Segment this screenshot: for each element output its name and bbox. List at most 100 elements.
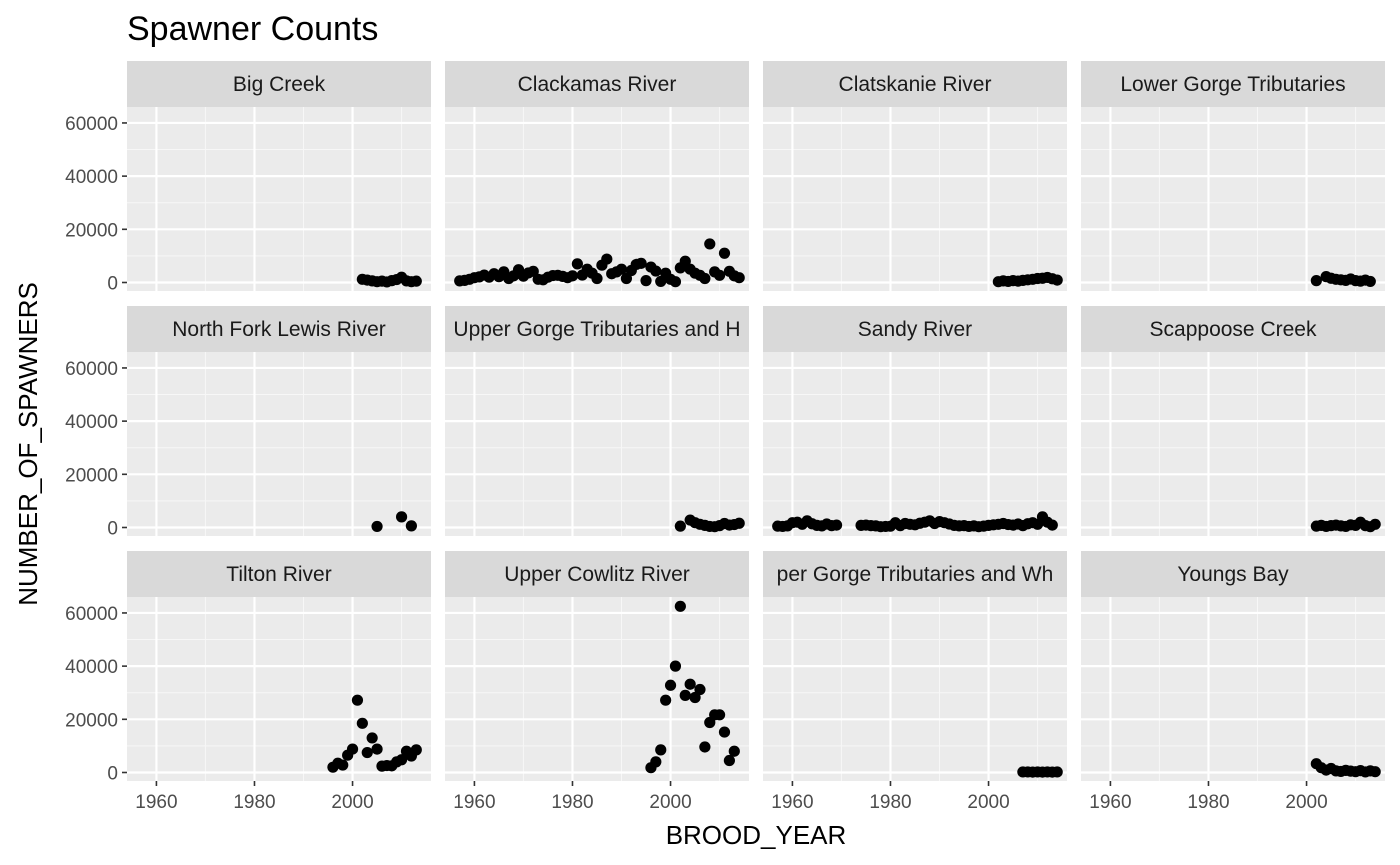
data-point bbox=[1369, 766, 1381, 778]
panel-background bbox=[1081, 107, 1385, 291]
facet-strip bbox=[445, 551, 749, 597]
x-tick-label: 2000 bbox=[967, 792, 1009, 813]
data-point bbox=[718, 726, 731, 738]
data-point bbox=[733, 272, 745, 284]
data-point bbox=[410, 275, 422, 287]
facet-strip-label: Lower Gorge Tributaries bbox=[1120, 73, 1345, 96]
data-point bbox=[674, 520, 686, 532]
panel-background bbox=[127, 352, 431, 536]
data-point bbox=[1364, 275, 1376, 288]
y-tick-label: 20000 bbox=[65, 710, 118, 731]
panel-background bbox=[1081, 352, 1385, 536]
facet-strip-label: Scappoose Creek bbox=[1150, 318, 1317, 341]
y-tick-label: 60000 bbox=[65, 604, 118, 625]
y-tick-label: 0 bbox=[107, 273, 118, 294]
data-point bbox=[728, 745, 740, 757]
data-point bbox=[684, 678, 696, 690]
facet-strip bbox=[127, 61, 431, 107]
data-point bbox=[655, 744, 667, 756]
facet-strip-label: Upper Gorge Tributaries and H bbox=[453, 318, 740, 341]
data-point bbox=[723, 754, 735, 767]
y-tick-label: 40000 bbox=[65, 657, 118, 678]
data-point bbox=[591, 272, 603, 285]
facet-strip bbox=[445, 61, 749, 107]
data-point bbox=[830, 519, 843, 531]
panel-background bbox=[445, 352, 749, 536]
data-point bbox=[346, 743, 359, 755]
x-tick-label: 1980 bbox=[233, 792, 275, 813]
facet-strip-label: North Fork Lewis River bbox=[172, 318, 386, 341]
data-point bbox=[733, 517, 745, 529]
facet-strip bbox=[763, 551, 1067, 597]
panel-background bbox=[127, 597, 431, 781]
data-point bbox=[660, 694, 672, 706]
x-tick-label: 2000 bbox=[649, 792, 691, 813]
data-point bbox=[650, 265, 662, 277]
facet-strip bbox=[763, 61, 1067, 107]
panel-background bbox=[445, 107, 749, 291]
facet-panel: Lower Gorge Tributaries bbox=[1081, 61, 1385, 291]
data-point bbox=[699, 272, 711, 285]
data-point bbox=[615, 263, 628, 275]
facet-strip-label: Tilton River bbox=[226, 563, 331, 586]
data-point bbox=[704, 238, 716, 250]
facet-strip-label: Clackamas River bbox=[518, 73, 677, 96]
y-tick-label: 60000 bbox=[65, 114, 118, 135]
data-point bbox=[679, 689, 691, 701]
data-point bbox=[395, 511, 408, 523]
data-point bbox=[601, 253, 613, 265]
panel-background bbox=[763, 352, 1067, 536]
y-tick-label: 60000 bbox=[65, 359, 118, 380]
data-point bbox=[371, 743, 383, 755]
data-point bbox=[395, 754, 408, 766]
data-point bbox=[356, 717, 368, 729]
data-point bbox=[405, 520, 417, 532]
facet-strip-label: Big Creek bbox=[233, 73, 326, 96]
data-point bbox=[1046, 519, 1058, 531]
data-point bbox=[713, 269, 726, 281]
data-point bbox=[669, 276, 682, 288]
panel-background bbox=[127, 107, 431, 291]
data-point bbox=[571, 258, 583, 270]
y-tick-label: 0 bbox=[107, 763, 118, 784]
data-point bbox=[635, 257, 647, 269]
facet-panel: Clackamas River bbox=[445, 61, 749, 291]
chart-title: Spawner Counts bbox=[127, 10, 378, 48]
facet-strip-label: Clatskanie River bbox=[839, 73, 992, 96]
facet-strip bbox=[1081, 551, 1385, 597]
facet-panel: North Fork Lewis River 0 20000 40000 60000 bbox=[65, 306, 431, 539]
x-tick-label: 1960 bbox=[135, 792, 177, 813]
facet-panel: Scappoose Creek bbox=[1081, 306, 1385, 536]
panel-background bbox=[1081, 597, 1385, 781]
y-tick-label: 20000 bbox=[65, 465, 118, 486]
panel-background bbox=[763, 107, 1067, 291]
facet-strip bbox=[127, 306, 431, 352]
data-point bbox=[371, 520, 383, 533]
x-tick-label: 2000 bbox=[331, 792, 373, 813]
facet-panel: Upper Cowlitz River 1960 1980 2000 bbox=[445, 551, 749, 813]
facet-panel: Tilton River 0 20000 40000 60000 1960 1980 2000 bbox=[65, 551, 431, 813]
x-tick-label: 1980 bbox=[869, 792, 911, 813]
data-point bbox=[351, 694, 364, 706]
facet-panel: Youngs Bay 1960 1980 2000 bbox=[1081, 551, 1385, 813]
data-point bbox=[699, 741, 711, 753]
y-tick-label: 0 bbox=[107, 518, 118, 539]
x-tick-label: 1960 bbox=[771, 792, 813, 813]
facet-strip bbox=[1081, 306, 1385, 352]
facet-strip-label: Upper Cowlitz River bbox=[504, 563, 690, 586]
data-point bbox=[694, 683, 706, 696]
y-tick-label: 40000 bbox=[65, 412, 118, 433]
x-tick-label: 1980 bbox=[1187, 792, 1229, 813]
data-point bbox=[1051, 766, 1063, 778]
data-point bbox=[566, 270, 579, 282]
data-point bbox=[674, 600, 686, 612]
data-point bbox=[1369, 518, 1381, 530]
data-point bbox=[640, 275, 652, 287]
x-tick-label: 1960 bbox=[1089, 792, 1131, 813]
data-point bbox=[410, 744, 422, 756]
panel-background bbox=[763, 597, 1067, 781]
x-axis-title: BROOD_YEAR bbox=[666, 820, 847, 850]
data-point bbox=[650, 756, 662, 768]
